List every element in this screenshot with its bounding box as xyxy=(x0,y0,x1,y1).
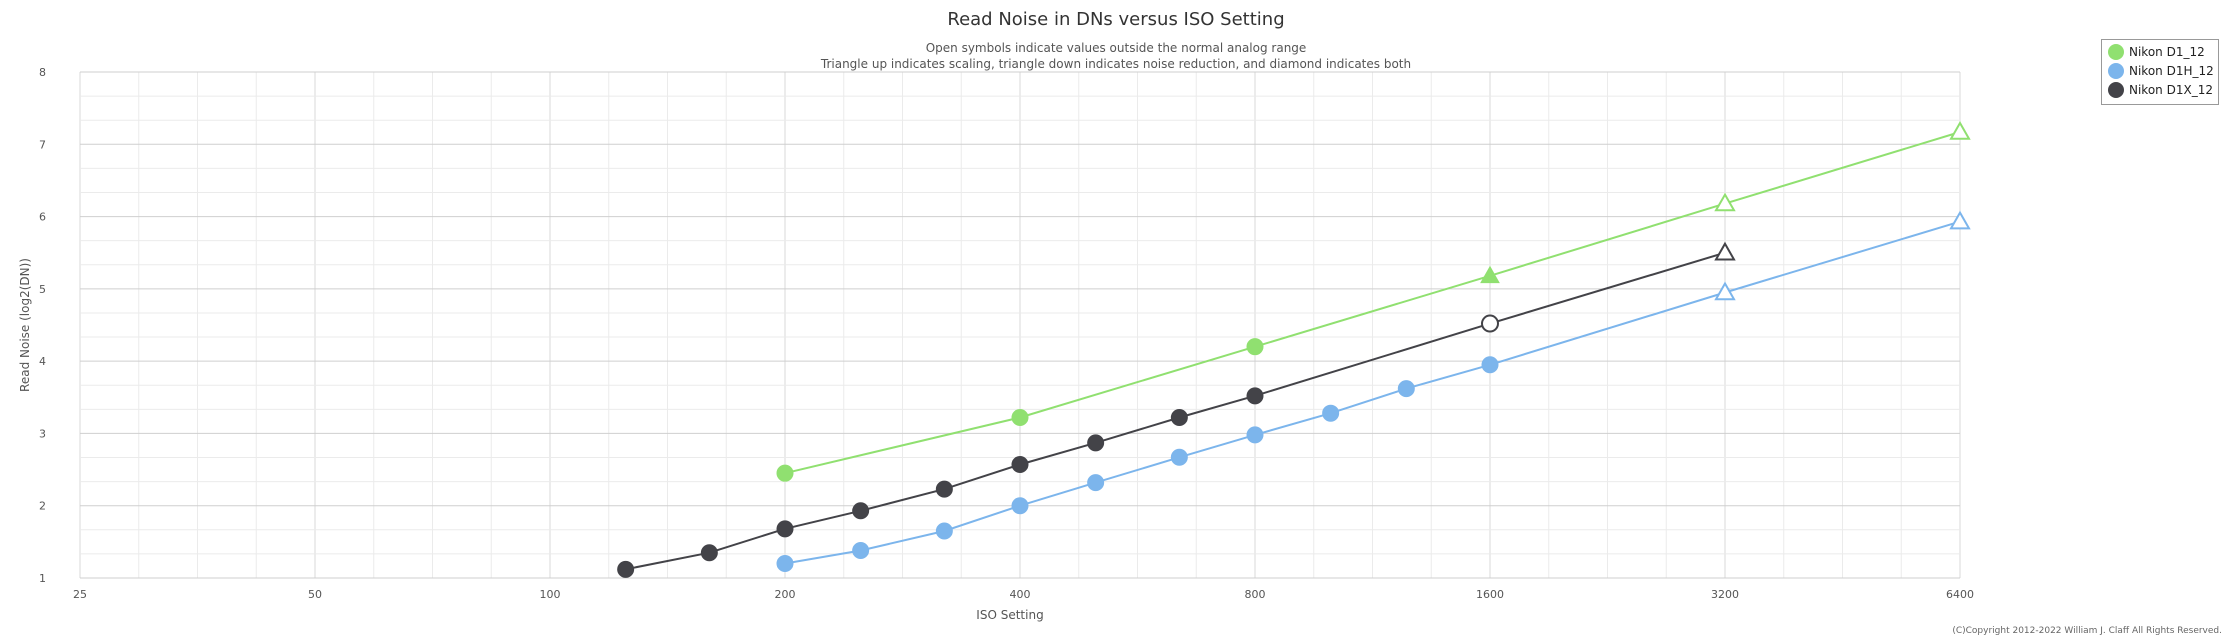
data-point[interactable] xyxy=(1714,192,1736,212)
series-nikon-d1x-12 xyxy=(617,241,1736,578)
legend-marker-nikon-d1x xyxy=(2108,81,2124,98)
data-point[interactable] xyxy=(1714,241,1736,261)
y-tick-label: 1 xyxy=(39,572,46,585)
legend-item-nikon-d1x[interactable]: Nikon D1X_12 xyxy=(2108,80,2218,99)
chart-subtitle-line-1: Open symbols indicate values outside the… xyxy=(926,41,1307,55)
y-tick-label: 2 xyxy=(39,500,46,513)
data-point[interactable] xyxy=(1322,404,1340,422)
x-tick-label: 200 xyxy=(775,588,796,601)
data-point[interactable] xyxy=(1170,409,1188,427)
legend-label-nikon-d1h: Nikon D1H_12 xyxy=(2129,63,2214,78)
data-point[interactable] xyxy=(1011,456,1029,474)
data-point[interactable] xyxy=(1949,120,1971,140)
y-tick-label: 3 xyxy=(39,427,46,440)
data-point[interactable] xyxy=(1714,281,1736,301)
data-point[interactable] xyxy=(617,560,635,578)
data-point[interactable] xyxy=(1087,434,1105,452)
chart-subtitle-line-2: Triangle up indicates scaling, triangle … xyxy=(820,57,1411,71)
series-nikon-d1h-12 xyxy=(776,210,1971,573)
data-point[interactable] xyxy=(1481,314,1499,333)
series-line xyxy=(784,131,1961,475)
x-tick-label: 400 xyxy=(1010,588,1031,601)
axis-ticks: 25 50 100 200 400 800 1600 3200 6400 1 2 3 4 5 6 7 8 xyxy=(39,66,1974,601)
data-point[interactable] xyxy=(1246,338,1264,356)
legend-item-nikon-d1[interactable]: Nikon D1_12 xyxy=(2108,42,2218,61)
data-point[interactable] xyxy=(1481,356,1499,374)
data-point[interactable] xyxy=(1170,448,1188,466)
data-point[interactable] xyxy=(1397,380,1415,398)
y-tick-label: 6 xyxy=(39,211,46,224)
x-tick-label: 25 xyxy=(73,588,87,601)
legend-item-nikon-d1h[interactable]: Nikon D1H_12 xyxy=(2108,61,2218,80)
y-tick-label: 5 xyxy=(39,283,46,296)
data-point[interactable] xyxy=(1480,265,1500,284)
data-point[interactable] xyxy=(1087,474,1105,492)
data-point[interactable] xyxy=(1246,387,1264,405)
y-axis-title: Read Noise (log2(DN)) xyxy=(18,258,32,392)
data-point[interactable] xyxy=(1011,497,1029,515)
data-point[interactable] xyxy=(852,542,870,560)
data-point[interactable] xyxy=(700,544,718,562)
data-point[interactable] xyxy=(776,464,794,482)
series-nikon-d1-12 xyxy=(776,120,1971,482)
data-point[interactable] xyxy=(1949,210,1971,230)
data-point[interactable] xyxy=(1246,426,1264,444)
x-tick-label: 100 xyxy=(540,588,561,601)
x-tick-label: 1600 xyxy=(1476,588,1504,601)
x-tick-label: 50 xyxy=(308,588,322,601)
legend-label-nikon-d1: Nikon D1_12 xyxy=(2129,44,2205,59)
data-point[interactable] xyxy=(935,480,953,498)
data-point[interactable] xyxy=(776,555,794,573)
series xyxy=(617,120,1971,578)
legend: Nikon D1_12 Nikon D1H_12 Nikon D1X_12 xyxy=(2101,39,2219,105)
series-line xyxy=(784,220,1961,565)
legend-label-nikon-d1x: Nikon D1X_12 xyxy=(2129,82,2213,97)
grid xyxy=(79,71,1961,579)
y-tick-label: 4 xyxy=(39,355,46,368)
data-point[interactable] xyxy=(776,520,794,538)
copyright-text: (C)Copyright 2012-2022 William J. Claff … xyxy=(1952,626,2222,636)
y-tick-label: 7 xyxy=(39,138,46,151)
data-point[interactable] xyxy=(852,502,870,520)
chart-title: Read Noise in DNs versus ISO Setting xyxy=(947,9,1284,30)
legend-marker-nikon-d1 xyxy=(2108,43,2124,60)
x-axis-title: ISO Setting xyxy=(976,608,1043,622)
y-tick-label: 8 xyxy=(39,66,46,79)
x-tick-label: 6400 xyxy=(1946,588,1974,601)
x-tick-label: 800 xyxy=(1245,588,1266,601)
data-point[interactable] xyxy=(935,522,953,540)
legend-marker-nikon-d1h xyxy=(2108,62,2124,79)
x-tick-label: 3200 xyxy=(1711,588,1739,601)
data-point[interactable] xyxy=(1011,409,1029,427)
